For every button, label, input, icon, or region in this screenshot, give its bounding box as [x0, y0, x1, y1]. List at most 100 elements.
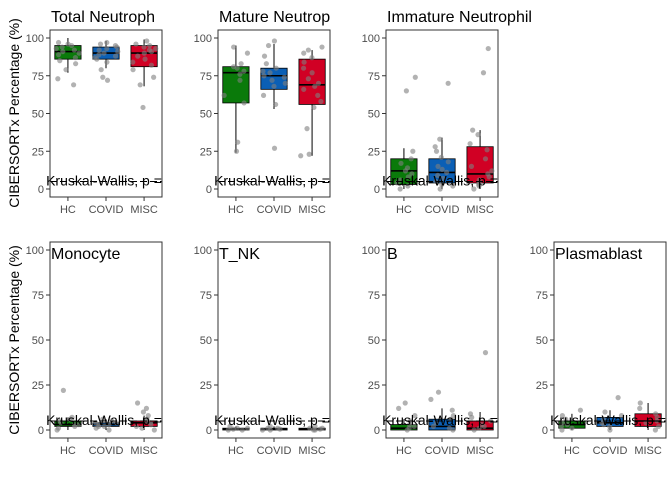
- y-tick-label: 0: [542, 425, 548, 437]
- data-point: [135, 53, 141, 59]
- data-point: [405, 183, 411, 189]
- data-point: [470, 127, 476, 133]
- data-point: [468, 163, 475, 169]
- data-point: [445, 159, 451, 165]
- data-point: [637, 405, 643, 411]
- stat-label: Kruskal-Wallis, p =: [550, 412, 666, 428]
- data-point: [559, 413, 565, 419]
- data-point: [433, 178, 439, 185]
- data-point: [482, 156, 489, 162]
- data-point: [112, 42, 119, 49]
- data-point: [139, 425, 145, 431]
- y-tick-label: 100: [26, 245, 44, 257]
- data-point: [142, 56, 148, 62]
- data-point: [433, 148, 440, 154]
- y-tick-label: 25: [200, 146, 212, 158]
- panel-frame: [385, 29, 499, 198]
- data-point: [408, 156, 414, 162]
- panel-6: Plasmablast 0 25 50 75 100 HC COVID MISC Kruskal-…: [530, 241, 667, 457]
- panel-1: Mature Neutrop 0 25 50 75 100 HC COVID MISC Krusk…: [194, 9, 331, 216]
- data-point: [396, 405, 402, 411]
- panel-frame: [217, 241, 331, 439]
- data-point: [97, 41, 104, 47]
- data-point: [71, 82, 77, 88]
- data-point: [467, 411, 474, 417]
- data-point: [104, 45, 110, 52]
- data-point: [140, 104, 146, 111]
- panel-4: T_NK 0 25 50 75 100 HC COVID MISC Kruskal-Wallis,…: [194, 241, 331, 457]
- data-point: [60, 48, 66, 55]
- data-point: [435, 389, 442, 395]
- box-hc: [390, 424, 418, 431]
- data-point: [404, 165, 411, 171]
- data-point: [398, 160, 404, 166]
- data-point: [55, 76, 61, 82]
- data-point: [397, 186, 403, 192]
- y-tick-label: 25: [536, 380, 548, 392]
- y-tick-label: 100: [362, 245, 380, 257]
- data-point: [309, 70, 315, 76]
- panel-title: Total Neutroph: [51, 9, 155, 26]
- data-point: [244, 50, 251, 56]
- data-point: [428, 396, 434, 402]
- y-tick-label: 0: [374, 184, 380, 196]
- x-tick-label: MISC: [466, 445, 494, 457]
- y-axis-label-bottom: CIBERSORTx Percentage (%): [6, 245, 22, 435]
- data-point: [112, 53, 119, 59]
- data-point: [607, 423, 613, 429]
- data-point: [309, 55, 315, 61]
- data-point: [439, 181, 445, 188]
- x-tick-label: MISC: [130, 445, 158, 457]
- y-tick-label: 100: [26, 33, 44, 45]
- data-point: [409, 171, 415, 177]
- data-point: [261, 53, 268, 59]
- data-point: [234, 425, 240, 431]
- data-point: [106, 427, 112, 433]
- data-point: [60, 387, 66, 393]
- y-axis-label-top: CIBERSORTx Percentage (%): [6, 18, 22, 208]
- y-tick-label: 25: [368, 380, 380, 392]
- panel-3: Monocyte 0 25 50 75 100 HC COVID MISC Kruskal-Wal…: [26, 241, 163, 457]
- data-point: [241, 68, 247, 74]
- data-point: [479, 422, 485, 428]
- stat-label: Kruskal-Wallis, p =: [214, 172, 330, 188]
- y-tick-label: 75: [536, 290, 548, 302]
- data-point: [59, 44, 65, 50]
- data-point: [56, 52, 62, 58]
- data-point: [133, 41, 139, 47]
- data-point: [312, 83, 318, 89]
- data-point: [480, 70, 487, 76]
- x-tick-label: HC: [228, 204, 244, 216]
- y-tick-label: 0: [38, 425, 44, 437]
- data-point: [300, 65, 307, 71]
- stat-label-clip: Kruskal-Wallis, p =: [46, 412, 162, 428]
- data-point: [656, 423, 662, 429]
- data-point: [98, 67, 104, 73]
- data-point: [484, 147, 490, 153]
- data-point: [143, 405, 150, 411]
- data-point: [412, 413, 418, 419]
- panel-title: Mature Neutrop: [219, 9, 330, 26]
- data-point: [73, 61, 79, 67]
- y-tick-label: 50: [200, 335, 212, 347]
- data-point: [267, 423, 273, 429]
- x-tick-label: MISC: [298, 445, 326, 457]
- data-point: [439, 166, 445, 172]
- panel-frame: [385, 241, 499, 439]
- panel-0: Total Neutroph 0 25 50 75 100 HC COVID MISC Krusk…: [26, 9, 163, 216]
- data-point: [307, 425, 313, 431]
- data-point: [148, 62, 155, 68]
- data-point: [637, 400, 643, 406]
- data-point: [569, 425, 575, 431]
- data-point: [71, 47, 77, 53]
- data-point: [100, 74, 106, 80]
- panel-5: B 0 25 50 75 100 HC COVID MISC Kruskal-Wallis, p …: [362, 241, 499, 457]
- y-tick-label: 50: [536, 335, 548, 347]
- data-point: [271, 83, 277, 89]
- x-tick-label: HC: [60, 204, 76, 216]
- y-tick-label: 50: [368, 335, 380, 347]
- data-point: [653, 411, 659, 417]
- y-tick-label: 75: [368, 290, 380, 302]
- data-point: [298, 153, 304, 159]
- stat-label: Kruskal-Wallis, p =: [46, 412, 162, 428]
